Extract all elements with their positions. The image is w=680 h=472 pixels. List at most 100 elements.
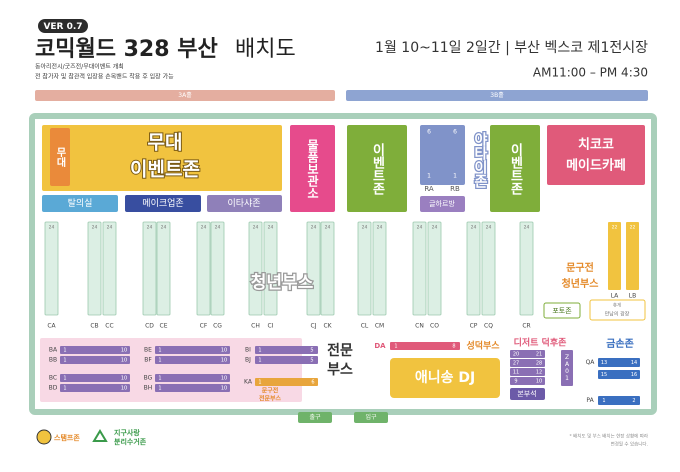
booth-number: 24 [311, 225, 317, 231]
booth-number: 1 [258, 380, 261, 386]
rest-zone [589, 299, 646, 321]
booth-number: 24 [432, 225, 438, 231]
zone-label: 글하르방 [429, 199, 455, 208]
row-label: KA [244, 379, 253, 386]
booth-column [196, 221, 211, 316]
booth-number: 9 [514, 379, 517, 385]
l-column [608, 222, 621, 290]
da-row [390, 342, 460, 350]
booth-column [248, 221, 263, 316]
booth-number: 1 [453, 173, 457, 180]
booth-number: 1 [258, 358, 261, 364]
booth-column [412, 221, 427, 316]
booth-column [372, 221, 387, 316]
booth-row [155, 374, 230, 382]
booth-column [519, 221, 534, 316]
booth-number: 6 [311, 380, 314, 386]
booth-number: 8 [452, 344, 455, 350]
row-label: BA [49, 347, 58, 354]
row-label: DA [374, 342, 386, 350]
hall-label: 3A홀 [178, 91, 192, 99]
zone-label: 물품보관소 [306, 139, 320, 199]
booth-row [60, 384, 130, 392]
recycle-label: 지구사랑 [114, 428, 140, 437]
gold-label: 금손존 [606, 338, 634, 350]
hours: AM11:00 – PM 4:30 [533, 66, 648, 80]
gul-zone [420, 196, 465, 212]
ka-row [255, 378, 318, 386]
photo-zone [543, 302, 581, 319]
stage-label: 무대 [148, 132, 183, 154]
booth-column [320, 221, 335, 316]
booth-number: 22 [612, 225, 618, 231]
title: 코믹월드 328 부산 [35, 37, 218, 62]
booth-number: 24 [92, 225, 98, 231]
row-label: QA [586, 359, 596, 366]
booth-number: 1 [158, 358, 161, 364]
booth-number: 10 [221, 348, 227, 354]
entrance-label: 입구 [365, 413, 377, 421]
column-label: CH [251, 323, 260, 330]
yatai-block [420, 125, 465, 185]
booth-number: 10 [121, 358, 127, 364]
column-label: CG [213, 323, 222, 330]
hall-outline [29, 113, 657, 415]
hq-box [510, 388, 545, 400]
booth-number: 24 [417, 225, 423, 231]
column-label: CB [90, 323, 98, 330]
stage-small [50, 128, 70, 186]
row-label: BH [144, 385, 153, 392]
booth-column [102, 221, 117, 316]
booth-number: 11 [513, 370, 519, 376]
booth-column [263, 221, 278, 316]
zone-label: 이벤트존 [508, 142, 523, 196]
booth-label: RA [424, 185, 434, 193]
booth-row [60, 346, 130, 354]
zone-label: 이벤트존 [370, 142, 385, 196]
booth-number: 24 [201, 225, 207, 231]
recycle-icon [92, 429, 108, 442]
stationery-pro: 전문부스 [259, 395, 282, 403]
booth-number: 1 [63, 358, 66, 364]
event-zone [490, 125, 540, 212]
zone-label: ZA01 [564, 354, 571, 382]
booth-column [156, 221, 171, 316]
column-label: CM [375, 323, 384, 330]
gold-row [598, 396, 640, 405]
booth-number: 1 [158, 348, 161, 354]
dessert-row [510, 368, 545, 376]
yatai-label: 야타이존 [472, 131, 488, 189]
date-venue: 1월 10~11일 2일간 | 부산 벡스코 제1전시장 [375, 40, 648, 56]
row-label: BG [144, 375, 153, 382]
booth-column [210, 221, 225, 316]
column-label: LB [629, 293, 636, 300]
hall-label: 3B홀 [490, 91, 504, 99]
dessert-row [510, 359, 545, 367]
zone-label: 만남의 광장 [605, 311, 630, 318]
booth-column [357, 221, 372, 316]
booth-column [142, 221, 157, 316]
row-label: BI [245, 347, 251, 354]
storage [290, 125, 335, 212]
column-label: CR [522, 323, 530, 330]
row-label: BF [144, 357, 152, 364]
booth-number: 1 [258, 348, 261, 354]
zone-label: 휴게 [613, 302, 621, 309]
booth-row [255, 346, 318, 354]
booth-number: 24 [268, 225, 274, 231]
booth-number: 13 [601, 360, 607, 366]
booth-number: 24 [253, 225, 259, 231]
booth-number: 24 [362, 225, 368, 231]
booth-column [87, 221, 102, 316]
booth-number: 10 [221, 386, 227, 392]
booth-number: 12 [536, 370, 542, 376]
booth-label: RB [450, 185, 460, 193]
booth-number: 24 [471, 225, 477, 231]
column-label: CE [160, 323, 168, 330]
booth-number: 28 [536, 361, 542, 367]
column-label: CD [145, 323, 154, 330]
maid-cafe [547, 125, 645, 185]
stationery-label: 청년부스 [562, 277, 599, 290]
booth-number: 24 [377, 225, 383, 231]
recycle-label: 분리수거존 [114, 437, 147, 446]
